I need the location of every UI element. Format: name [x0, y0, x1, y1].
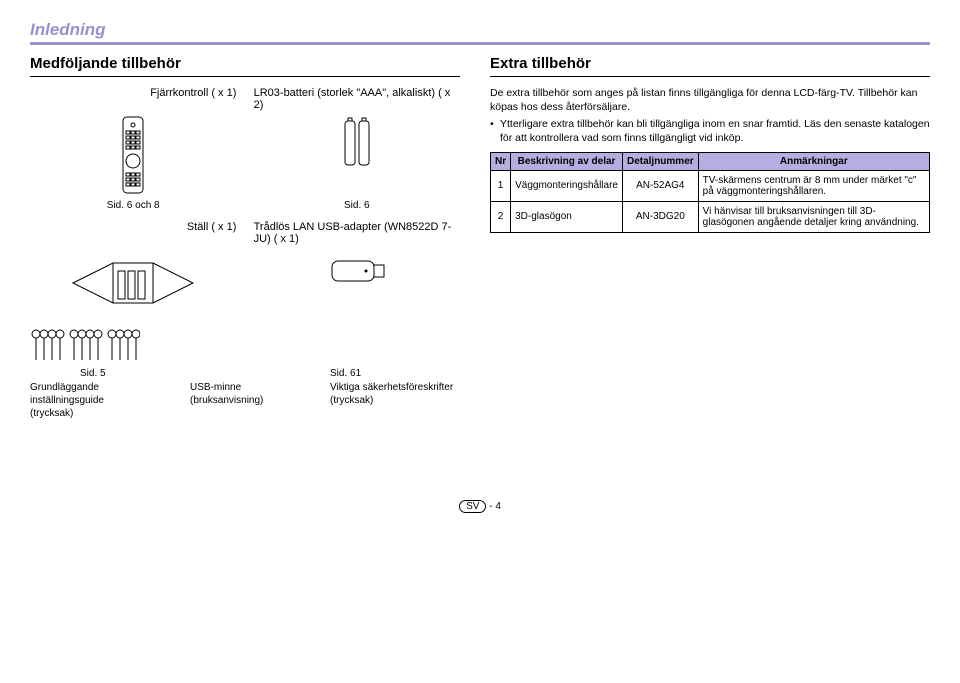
extra-accessories-intro: De extra tillbehör som anges på listan f…: [490, 87, 930, 114]
cell-desc: 3D-glasögon: [511, 201, 623, 232]
stand-label: Ställ ( x 1): [30, 221, 236, 245]
extra-accessories-note: Ytterligare extra tillbehör kan bli till…: [490, 118, 930, 145]
screws-icon: [30, 328, 150, 364]
extra-accessories-heading: Extra tillbehör: [490, 55, 930, 77]
cell-remarks: Vi hänvisar till bruksanvisningen till 3…: [698, 201, 929, 232]
left-column: Medföljande tillbehör Fjärrkontroll ( x …: [30, 55, 460, 420]
cell-nr: 1: [491, 170, 511, 201]
safety-label: Viktiga säkerhetsföreskrifter (trycksak): [330, 381, 460, 407]
table-row: 1 Väggmonteringshållare AN-52AG4 TV-skär…: [491, 170, 930, 201]
parts-col-desc: Beskrivning av delar: [511, 152, 623, 170]
footer-page: - 4: [489, 501, 501, 512]
cell-desc: Väggmonteringshållare: [511, 170, 623, 201]
right-column: Extra tillbehör De extra tillbehör som a…: [490, 55, 930, 420]
screws-page-ref: Sid. 5: [80, 368, 150, 379]
usb-memory-label: USB-minne (bruksanvisning): [190, 381, 290, 407]
usb-adapter-icon: [254, 249, 460, 310]
page-footer: SV - 4: [30, 500, 930, 513]
accessory-row-2: Sid. 5 Grundläggande inställningsguide (…: [30, 328, 460, 420]
parts-col-nr: Nr: [491, 152, 511, 170]
cell-partno: AN-52AG4: [622, 170, 698, 201]
cell-remarks: TV-skärmens centrum är 8 mm under märket…: [698, 170, 929, 201]
parts-col-partno: Detaljnummer: [622, 152, 698, 170]
battery-page-ref: Sid. 6: [254, 200, 460, 211]
usb-adapter-label: Trådlös LAN USB-adapter (WN8522D 7-JU) (…: [254, 221, 460, 245]
table-row: 2 3D-glasögon AN-3DG20 Vi hänvisar till …: [491, 201, 930, 232]
remote-page-ref: Sid. 6 och 8: [30, 200, 236, 211]
remote-label: Fjärrkontroll ( x 1): [30, 87, 236, 111]
included-accessories-heading: Medföljande tillbehör: [30, 55, 460, 77]
page-title: Inledning: [30, 20, 930, 45]
parts-table: Nr Beskrivning av delar Detaljnummer Anm…: [490, 152, 930, 233]
parts-col-remarks: Anmärkningar: [698, 152, 929, 170]
remote-icon: [30, 115, 236, 198]
battery-icon: [254, 115, 460, 198]
cell-partno: AN-3DG20: [622, 201, 698, 232]
footer-lang: SV: [459, 500, 486, 513]
safety-page-ref: Sid. 61: [330, 368, 460, 379]
setup-guide-label: Grundläggande inställningsguide (trycksa…: [30, 381, 150, 420]
cell-nr: 2: [491, 201, 511, 232]
stand-icon: [30, 249, 236, 310]
battery-label: LR03-batteri (storlek "AAA", alkaliskt) …: [254, 87, 460, 111]
